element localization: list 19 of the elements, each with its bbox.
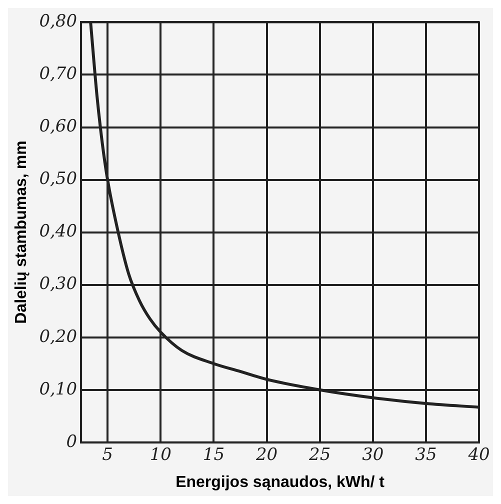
x-tick-label: 20 (254, 445, 278, 466)
x-tick-label: 5 (102, 445, 113, 466)
y-tick-label: 0,10 (39, 379, 78, 400)
y-tick-label: 0 (66, 432, 78, 452)
y-tick-label: 0,20 (39, 326, 78, 347)
y-axis-title: Dalelių stambumas, mm (13, 140, 30, 324)
x-tick-label: 10 (150, 445, 172, 466)
y-tick-label: 0,80 (39, 12, 78, 32)
x-axis-title: Energijos sąnaudos, kWh/ t (176, 474, 386, 491)
y-tick-label: 0,50 (39, 169, 78, 190)
y-tick-label: 0,30 (39, 274, 78, 294)
x-tick-label: 30 (362, 445, 384, 466)
x-tick-label: 40 (467, 445, 490, 466)
y-tick-label: 0,70 (39, 64, 78, 84)
x-tick-label: 35 (415, 445, 437, 466)
y-tick-label: 0,60 (39, 116, 78, 137)
x-tick-label: 15 (202, 445, 225, 466)
x-tick-label: 25 (308, 445, 331, 466)
y-tick-label: 0,40 (39, 222, 78, 242)
